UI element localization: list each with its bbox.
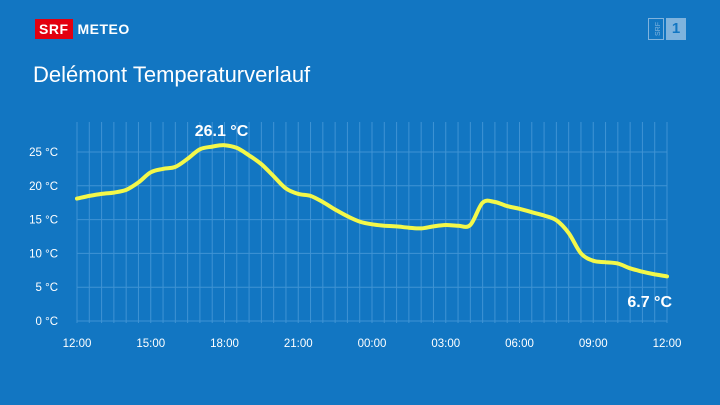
annotation-layer: 26.1 °C 6.7 °C bbox=[195, 123, 673, 311]
y-tick-label: 5 °C bbox=[36, 282, 59, 294]
y-tick-label: 10 °C bbox=[29, 248, 58, 260]
srf1-channel-logo: SRF 1 bbox=[648, 18, 686, 40]
x-tick-label: 21:00 bbox=[284, 338, 313, 350]
x-tick-label: 00:00 bbox=[358, 338, 387, 350]
chart-grid bbox=[76, 122, 668, 323]
y-tick-label: 0 °C bbox=[36, 316, 59, 328]
srf-meteo-logo: SRF METEO bbox=[35, 19, 130, 39]
x-axis-ticks: 12:00 15:00 18:00 21:00 00:00 03:00 06:00 09:00… bbox=[63, 338, 682, 350]
y-tick-label: 15 °C bbox=[29, 215, 58, 227]
x-tick-label: 09:00 bbox=[579, 338, 608, 350]
srf-logo-badge: SRF bbox=[35, 19, 73, 39]
x-tick-label: 03:00 bbox=[431, 338, 460, 350]
x-tick-label: 12:00 bbox=[63, 338, 92, 350]
max-temperature-label: 26.1 °C bbox=[195, 123, 249, 140]
x-tick-label: 12:00 bbox=[653, 338, 682, 350]
min-temperature-label: 6.7 °C bbox=[627, 294, 672, 311]
meteo-wordmark: METEO bbox=[77, 21, 130, 37]
series-layer bbox=[75, 143, 669, 279]
temperature-line bbox=[75, 143, 669, 279]
chart-title: Delémont Temperaturverlauf bbox=[33, 62, 311, 87]
y-axis-ticks: 0 °C 5 °C 10 °C 15 °C 20 °C 25 °C bbox=[29, 147, 58, 328]
y-tick-label: 25 °C bbox=[29, 147, 58, 159]
channel-logo-number: 1 bbox=[666, 18, 686, 40]
x-tick-label: 18:00 bbox=[210, 338, 239, 350]
x-tick-label: 06:00 bbox=[505, 338, 534, 350]
x-tick-label: 15:00 bbox=[136, 338, 165, 350]
y-tick-label: 20 °C bbox=[29, 181, 58, 193]
